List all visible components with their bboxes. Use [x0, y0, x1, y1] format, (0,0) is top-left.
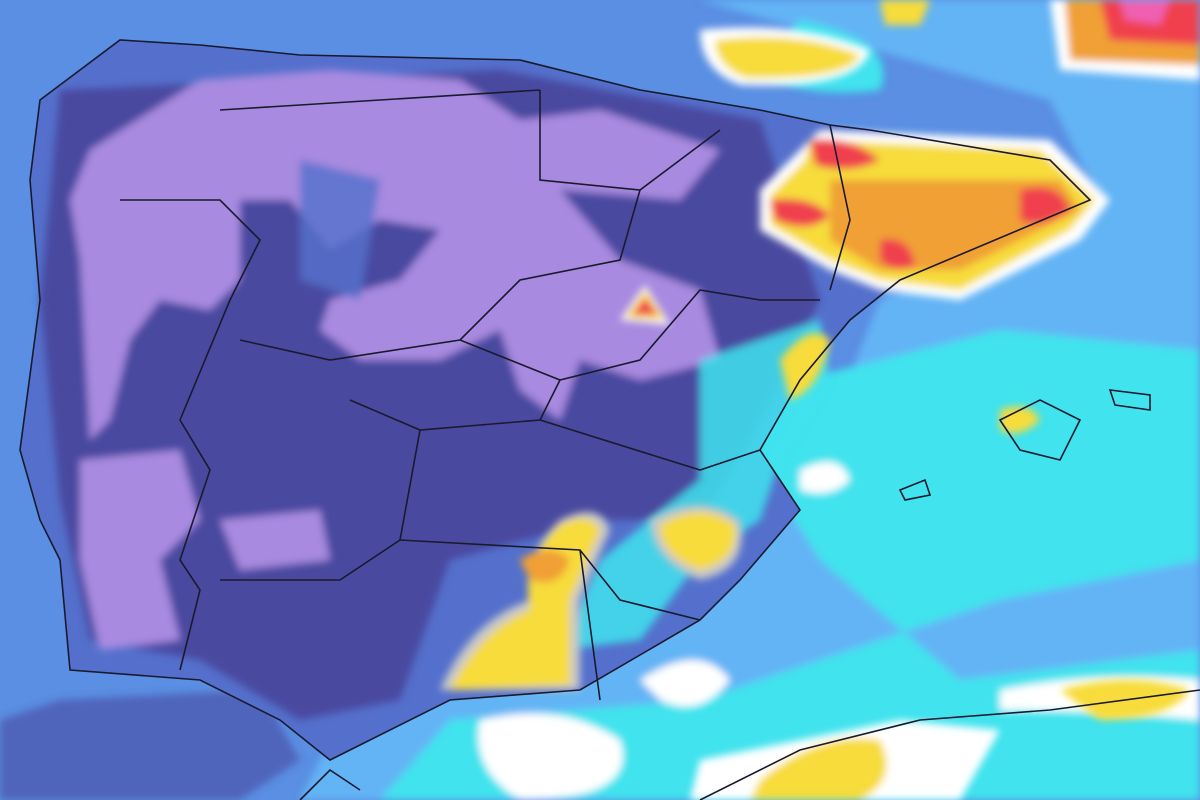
africa-coast [299, 689, 1200, 800]
region-border [219, 89, 851, 701]
mallorca [998, 399, 1082, 461]
heavy-precipitation-cells [440, 0, 1200, 800]
menorca [1108, 389, 1151, 411]
ibiza [898, 478, 932, 501]
portugal-border [120, 199, 261, 671]
borders [19, 39, 1200, 800]
coastline [19, 39, 1092, 761]
land-precipitation [40, 70, 830, 720]
